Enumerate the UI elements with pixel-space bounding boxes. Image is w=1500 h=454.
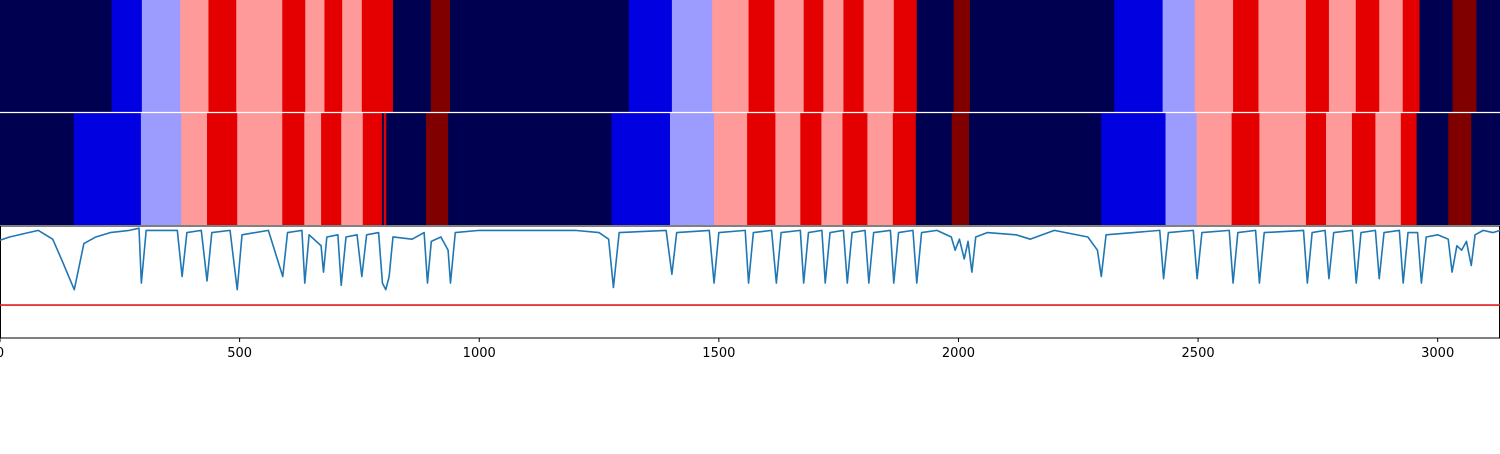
- segment-navy: [915, 113, 953, 225]
- segment-blue: [73, 113, 142, 225]
- segment-pink: [1259, 113, 1307, 225]
- segment-dark-red: [430, 0, 451, 112]
- segment-navy: [392, 0, 432, 112]
- segment-pink: [774, 0, 805, 112]
- segment-light-blue: [1165, 113, 1198, 225]
- segment-red: [800, 113, 823, 225]
- segment-dark-red: [951, 113, 970, 225]
- segment-red: [1402, 0, 1421, 112]
- segment-blue: [628, 0, 673, 112]
- segment-navy: [381, 113, 385, 225]
- segment-navy: [448, 113, 613, 225]
- segment-red: [1400, 113, 1418, 225]
- segment-red: [362, 113, 383, 225]
- segment-navy: [1471, 113, 1500, 225]
- segment-pink: [1194, 0, 1234, 112]
- segment-red: [1233, 0, 1260, 112]
- segment-pink: [236, 0, 283, 112]
- segment-navy: [969, 113, 1102, 225]
- segment-red: [321, 113, 342, 225]
- segment-pink: [1379, 0, 1404, 112]
- segment-red: [324, 0, 343, 112]
- segment-red: [843, 0, 865, 112]
- segment-pink: [237, 113, 283, 225]
- segment-light-blue: [1162, 0, 1196, 112]
- segment-light-blue: [671, 0, 713, 112]
- segment-pink: [1375, 113, 1402, 225]
- segment-red: [383, 113, 387, 225]
- segment-light-blue: [141, 0, 181, 112]
- segment-red: [207, 113, 238, 225]
- signal-line: [0, 227, 1500, 291]
- segment-pink: [341, 113, 364, 225]
- segment-blue: [611, 113, 671, 225]
- signal-panel: [0, 225, 1500, 339]
- segment-light-blue: [669, 113, 715, 225]
- segment-blue: [1101, 113, 1167, 225]
- segment-pink: [867, 113, 894, 225]
- segment-navy: [450, 0, 630, 112]
- segment-red: [803, 0, 824, 112]
- segment-red: [748, 0, 776, 112]
- segment-red: [1351, 113, 1376, 225]
- segment-navy: [0, 113, 75, 225]
- segment-pink: [1258, 0, 1307, 112]
- segment-dark-red: [953, 0, 971, 112]
- segment-pink: [775, 113, 801, 225]
- x-tick-label: 2000: [942, 346, 975, 361]
- x-tick-label: 500: [227, 346, 252, 361]
- segment-blue: [1114, 0, 1164, 112]
- segment-red: [1355, 0, 1380, 112]
- segment-pink: [180, 0, 210, 112]
- segment-blue: [111, 0, 143, 112]
- segment-red: [208, 0, 237, 112]
- segment-dark-red: [1448, 113, 1472, 225]
- segment-pink: [712, 0, 750, 112]
- x-tick-label: 1000: [463, 346, 496, 361]
- heatmap-row-1: [0, 0, 1500, 112]
- segment-pink: [305, 0, 326, 112]
- segment-red: [361, 0, 394, 112]
- segment-red: [282, 0, 306, 112]
- segment-navy: [0, 0, 113, 112]
- segment-red: [282, 113, 305, 225]
- segment-navy: [1416, 113, 1449, 225]
- x-tick-label: 0: [0, 346, 4, 361]
- segment-navy: [1419, 0, 1454, 112]
- segment-pink: [823, 0, 845, 112]
- segment-light-blue: [140, 113, 182, 225]
- segment-red: [1305, 113, 1327, 225]
- segment-navy: [386, 113, 427, 225]
- segment-pink: [181, 113, 208, 225]
- segment-pink: [1328, 0, 1357, 112]
- segment-dark-red: [426, 113, 449, 225]
- segment-pink: [304, 113, 322, 225]
- x-tick-label: 2500: [1182, 346, 1215, 361]
- segment-pink: [714, 113, 748, 225]
- segment-pink: [863, 0, 895, 112]
- segment-red: [747, 113, 776, 225]
- segment-navy: [916, 0, 955, 112]
- x-tick-label: 3000: [1421, 346, 1454, 361]
- heatmap-rows: [0, 0, 1500, 225]
- segment-red: [892, 113, 917, 225]
- segment-red: [1231, 113, 1261, 225]
- signal-frame: [0, 225, 1500, 339]
- segment-red: [893, 0, 918, 112]
- segment-dark-red: [1452, 0, 1478, 112]
- segment-pink: [821, 113, 844, 225]
- segment-pink: [1326, 113, 1353, 225]
- heatmap-row-2: [0, 113, 1500, 225]
- x-axis: 0 500 1000 1500 2000 2500 3000: [0, 338, 1454, 361]
- segment-pink: [342, 0, 363, 112]
- segment-red: [842, 113, 869, 225]
- segment-red: [1305, 0, 1330, 112]
- segment-navy: [1476, 0, 1500, 112]
- segment-pink: [1196, 113, 1233, 225]
- segment-navy: [969, 0, 1115, 112]
- x-tick-label: 1500: [702, 346, 735, 361]
